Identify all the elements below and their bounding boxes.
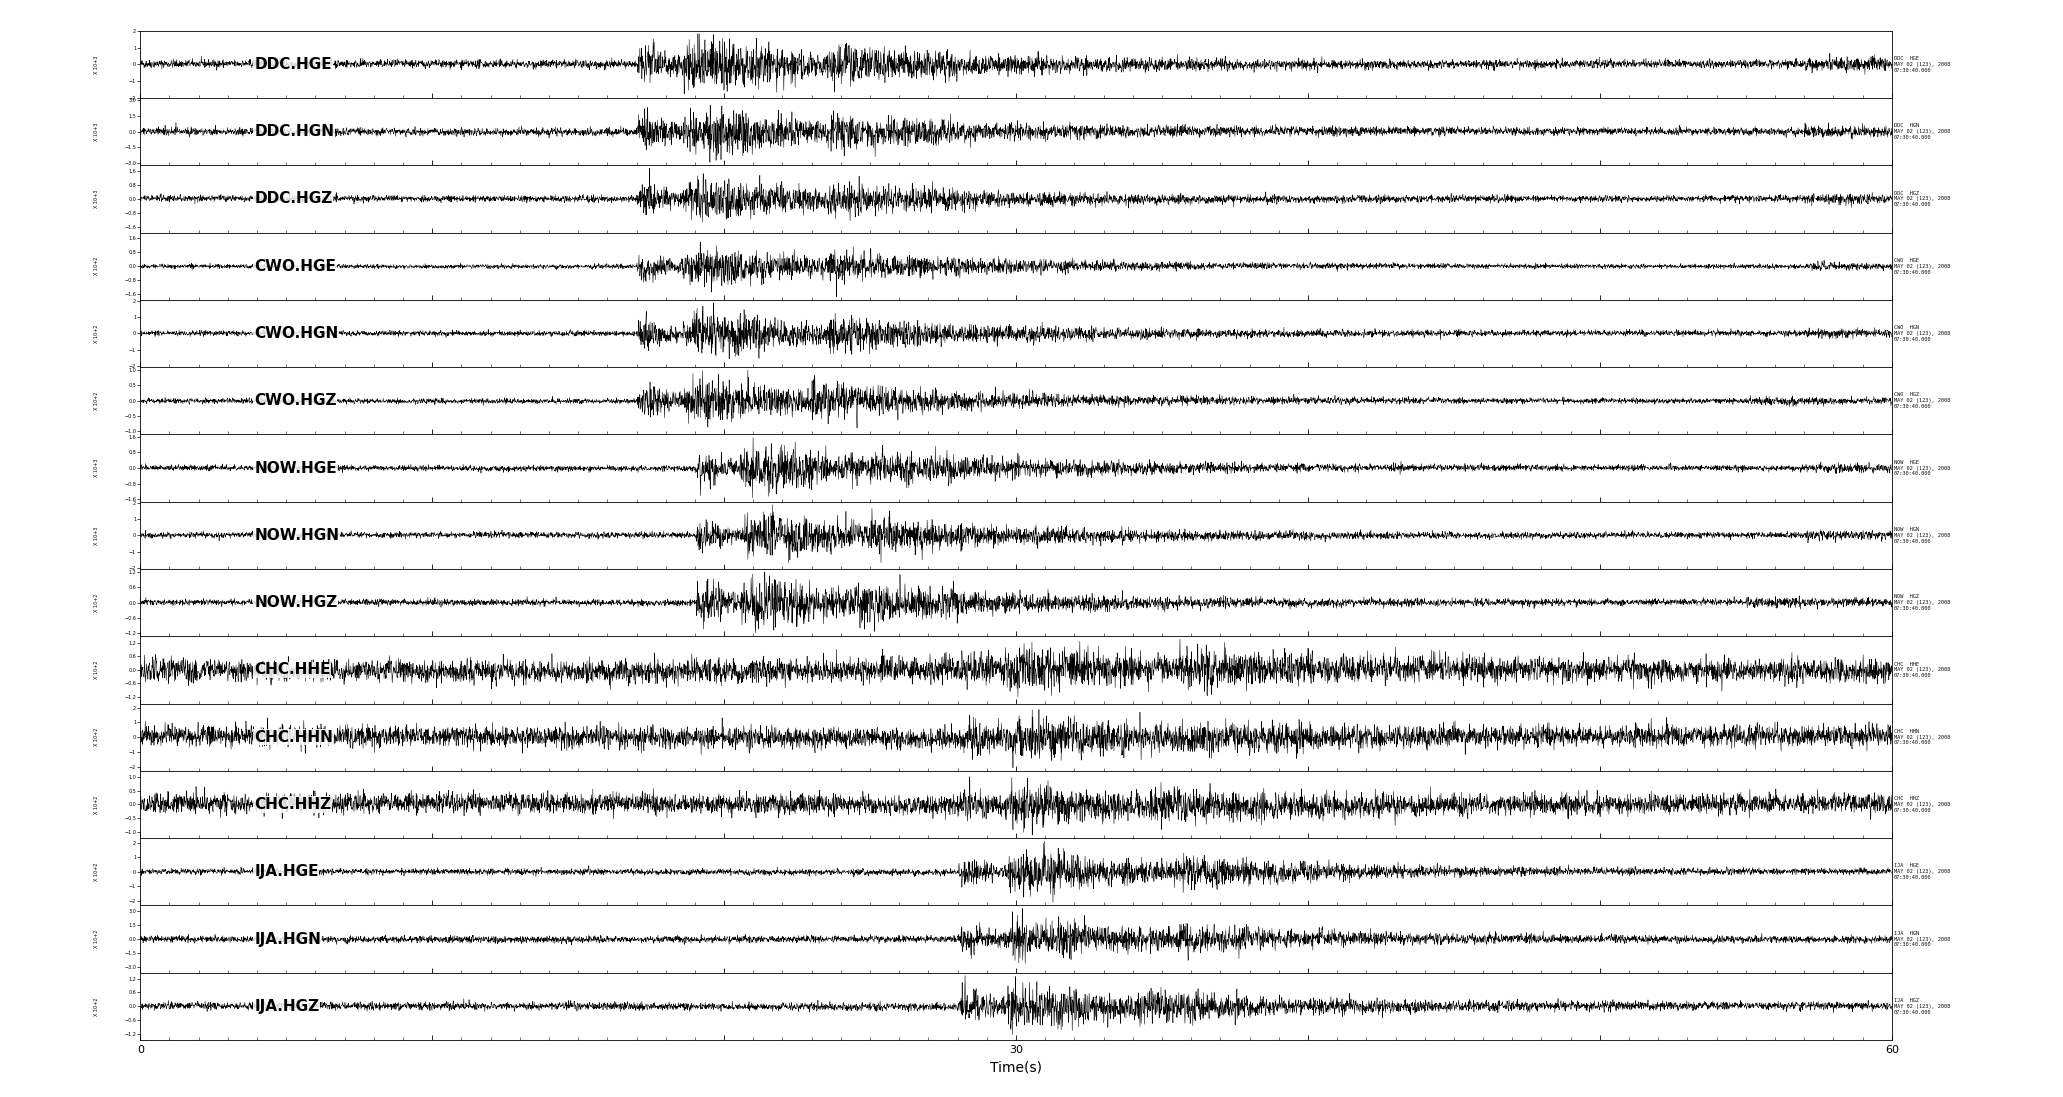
Text: X 10+2: X 10+2: [95, 795, 99, 814]
Text: NOW  HGN
MAY 02 (123), 2008
07:30:40.000: NOW HGN MAY 02 (123), 2008 07:30:40.000: [1894, 527, 1950, 544]
Text: X 10+2: X 10+2: [95, 660, 99, 679]
Text: NOW.HGN: NOW.HGN: [254, 528, 338, 543]
Text: IJA.HGZ: IJA.HGZ: [254, 998, 320, 1014]
Text: DDC.HGE: DDC.HGE: [254, 57, 332, 72]
Text: CWO  HGZ
MAY 02 (123), 2008
07:30:40.000: CWO HGZ MAY 02 (123), 2008 07:30:40.000: [1894, 393, 1950, 409]
Text: CWO  HGE
MAY 02 (123), 2008
07:30:40.000: CWO HGE MAY 02 (123), 2008 07:30:40.000: [1894, 258, 1950, 274]
Text: CWO.HGZ: CWO.HGZ: [254, 393, 336, 408]
Text: X 10+3: X 10+3: [95, 123, 99, 140]
Text: IJA  HGN
MAY 02 (123), 2008
07:30:40.000: IJA HGN MAY 02 (123), 2008 07:30:40.000: [1894, 930, 1950, 948]
Text: CWO.HGN: CWO.HGN: [254, 326, 338, 341]
Text: X 10+2: X 10+2: [95, 257, 99, 275]
Text: X 10+2: X 10+2: [95, 593, 99, 612]
Text: DDC.HGZ: DDC.HGZ: [254, 191, 332, 206]
Text: CHC  HHE
MAY 02 (123), 2008
07:30:40.000: CHC HHE MAY 02 (123), 2008 07:30:40.000: [1894, 661, 1950, 678]
Text: DDC  HGN
MAY 02 (123), 2008
07:30:40.000: DDC HGN MAY 02 (123), 2008 07:30:40.000: [1894, 123, 1950, 140]
Text: X 10+2: X 10+2: [95, 862, 99, 881]
Text: CWO.HGE: CWO.HGE: [254, 259, 336, 274]
Text: X 10+2: X 10+2: [95, 930, 99, 948]
Text: CHC.HHE: CHC.HHE: [254, 663, 330, 678]
Text: X 10+3: X 10+3: [95, 527, 99, 544]
Text: X 10+2: X 10+2: [95, 325, 99, 342]
Text: CHC  HHZ
MAY 02 (123), 2008
07:30:40.000: CHC HHZ MAY 02 (123), 2008 07:30:40.000: [1894, 796, 1950, 813]
Text: NOW.HGE: NOW.HGE: [254, 461, 336, 476]
Text: CHC.HHZ: CHC.HHZ: [254, 796, 332, 812]
Text: CWO  HGN
MAY 02 (123), 2008
07:30:40.000: CWO HGN MAY 02 (123), 2008 07:30:40.000: [1894, 325, 1950, 342]
Text: NOW  HGE
MAY 02 (123), 2008
07:30:40.000: NOW HGE MAY 02 (123), 2008 07:30:40.000: [1894, 460, 1950, 476]
Text: DDC  HGE
MAY 02 (123), 2008
07:30:40.000: DDC HGE MAY 02 (123), 2008 07:30:40.000: [1894, 56, 1950, 72]
Text: NOW.HGZ: NOW.HGZ: [254, 595, 338, 610]
Text: IJA  HGZ
MAY 02 (123), 2008
07:30:40.000: IJA HGZ MAY 02 (123), 2008 07:30:40.000: [1894, 998, 1950, 1015]
Text: X 10+2: X 10+2: [95, 392, 99, 410]
Text: X 10+3: X 10+3: [95, 459, 99, 477]
Text: DDC.HGN: DDC.HGN: [254, 124, 334, 139]
Text: CHC.HHN: CHC.HHN: [254, 730, 332, 745]
Text: IJA  HGE
MAY 02 (123), 2008
07:30:40.000: IJA HGE MAY 02 (123), 2008 07:30:40.000: [1894, 863, 1950, 880]
Text: NOW  HGZ
MAY 02 (123), 2008
07:30:40.000: NOW HGZ MAY 02 (123), 2008 07:30:40.000: [1894, 595, 1950, 611]
Text: CHC  HHN
MAY 02 (123), 2008
07:30:40.000: CHC HHN MAY 02 (123), 2008 07:30:40.000: [1894, 728, 1950, 746]
Text: DDC  HGZ
MAY 02 (123), 2008
07:30:40.000: DDC HGZ MAY 02 (123), 2008 07:30:40.000: [1894, 191, 1950, 207]
Text: X 10+3: X 10+3: [95, 190, 99, 208]
Text: IJA.HGE: IJA.HGE: [254, 864, 318, 880]
Text: IJA.HGN: IJA.HGN: [254, 931, 322, 947]
Text: X 10+2: X 10+2: [95, 728, 99, 746]
Text: X 10+3: X 10+3: [95, 55, 99, 73]
Text: X 10+2: X 10+2: [95, 997, 99, 1016]
X-axis label: Time(s): Time(s): [990, 1061, 1042, 1074]
